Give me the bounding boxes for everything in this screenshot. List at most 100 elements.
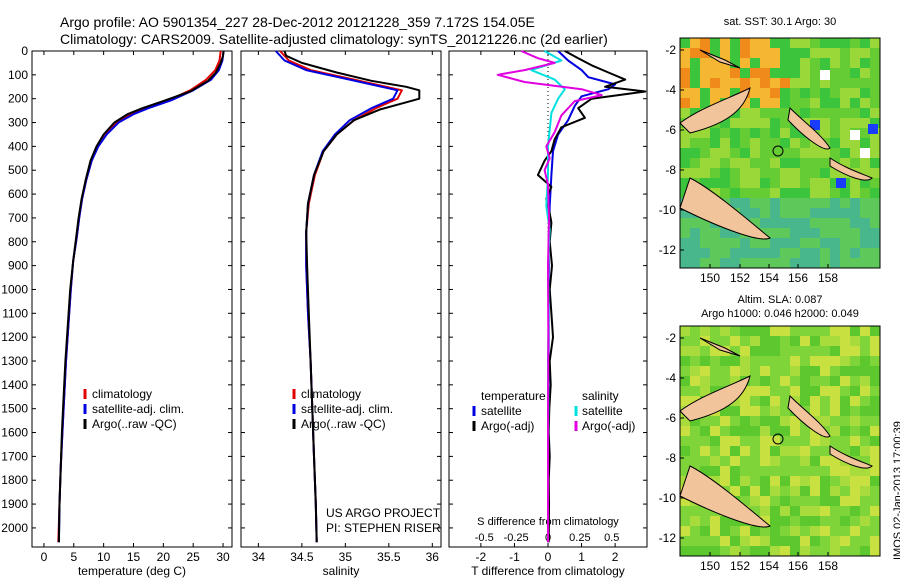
map-cell <box>850 416 860 426</box>
map-cell <box>770 58 780 68</box>
map-cell <box>870 218 880 228</box>
map-cell <box>760 536 770 546</box>
map-cell <box>820 38 830 48</box>
map-cell <box>700 356 710 366</box>
map-cell <box>740 58 750 68</box>
map-cell <box>820 128 830 138</box>
map-cell <box>810 258 820 268</box>
map-cell <box>860 496 870 506</box>
map-cell <box>800 456 810 466</box>
map-cell <box>770 148 780 158</box>
map-cell <box>850 496 860 506</box>
map-cell <box>760 78 770 88</box>
y-tick-label: 700 <box>8 211 28 225</box>
map-cell <box>700 258 710 268</box>
map-cell <box>740 326 750 336</box>
map-cell <box>700 158 710 168</box>
map-cell <box>860 148 870 158</box>
map-cell <box>810 108 820 118</box>
map-cell <box>750 546 760 556</box>
map-cell <box>780 386 790 396</box>
legend-label: Argo(..raw -QC) <box>92 417 177 431</box>
map-cell <box>730 128 740 138</box>
map-cell <box>830 108 840 118</box>
map-cell <box>830 376 840 386</box>
map-x-tick-label: 150 <box>700 559 720 573</box>
map-cell <box>850 158 860 168</box>
map-cell <box>860 406 870 416</box>
map-cell <box>810 198 820 208</box>
map-cell <box>740 198 750 208</box>
y-tick-label: 100 <box>8 68 28 82</box>
map-cell <box>860 248 870 258</box>
map-cell <box>870 536 880 546</box>
map-cell <box>700 58 710 68</box>
map-cell <box>720 238 730 248</box>
x-axis-label: salinity <box>323 564 360 578</box>
map-cell <box>740 78 750 88</box>
map-cell <box>780 366 790 376</box>
map-cell <box>680 346 690 356</box>
map-cell <box>680 466 690 476</box>
map-cell <box>790 128 800 138</box>
map-cell <box>710 456 720 466</box>
map-cell <box>730 238 740 248</box>
x-axis-label: temperature (deg C) <box>78 564 186 578</box>
map-cell <box>790 506 800 516</box>
map-cell <box>770 48 780 58</box>
map-cell <box>800 396 810 406</box>
map-cell <box>770 248 780 258</box>
map-cell <box>680 356 690 366</box>
map-cell <box>790 346 800 356</box>
map-cell <box>770 88 780 98</box>
map-x-tick-label: 150 <box>700 271 720 285</box>
map-cell <box>820 58 830 68</box>
map-cell <box>840 108 850 118</box>
map-cell <box>730 88 740 98</box>
map-cell <box>830 128 840 138</box>
map-cell <box>870 546 880 556</box>
map-cell <box>790 496 800 506</box>
x-tick-label: 35 <box>339 550 353 564</box>
map-cell <box>730 48 740 58</box>
map-cell <box>730 466 740 476</box>
map-cell <box>740 366 750 376</box>
map-cell <box>830 356 840 366</box>
x-tick-label: -2 <box>476 550 487 564</box>
map-cell <box>820 516 830 526</box>
map-cell <box>860 188 870 198</box>
map-cell <box>800 346 810 356</box>
map-cell <box>840 148 850 158</box>
map-cell <box>760 88 770 98</box>
land-mass <box>679 177 771 240</box>
map-cell <box>730 436 740 446</box>
map-cell <box>680 38 690 48</box>
map-cell <box>810 526 820 536</box>
map-cell <box>860 356 870 366</box>
map-cell <box>710 436 720 446</box>
map-cell <box>870 198 880 208</box>
map-cell <box>810 68 820 78</box>
map-cell <box>780 188 790 198</box>
map-cell <box>700 38 710 48</box>
map-cell <box>760 446 770 456</box>
map-cell <box>730 476 740 486</box>
map-cell <box>870 208 880 218</box>
map-cell <box>770 168 780 178</box>
map-cell <box>750 406 760 416</box>
map-cell <box>860 108 870 118</box>
map-cell <box>790 178 800 188</box>
map-cell <box>760 178 770 188</box>
map-cell <box>870 98 880 108</box>
map-cell <box>690 98 700 108</box>
map-cell <box>740 188 750 198</box>
map-cell <box>830 68 840 78</box>
map-cell <box>820 486 830 496</box>
map-cell <box>780 148 790 158</box>
map-cell <box>750 436 760 446</box>
y-tick-label: 200 <box>8 92 28 106</box>
map-cell <box>860 128 870 138</box>
map-cell <box>720 88 730 98</box>
map-cell <box>680 386 690 396</box>
map-cell <box>710 58 720 68</box>
